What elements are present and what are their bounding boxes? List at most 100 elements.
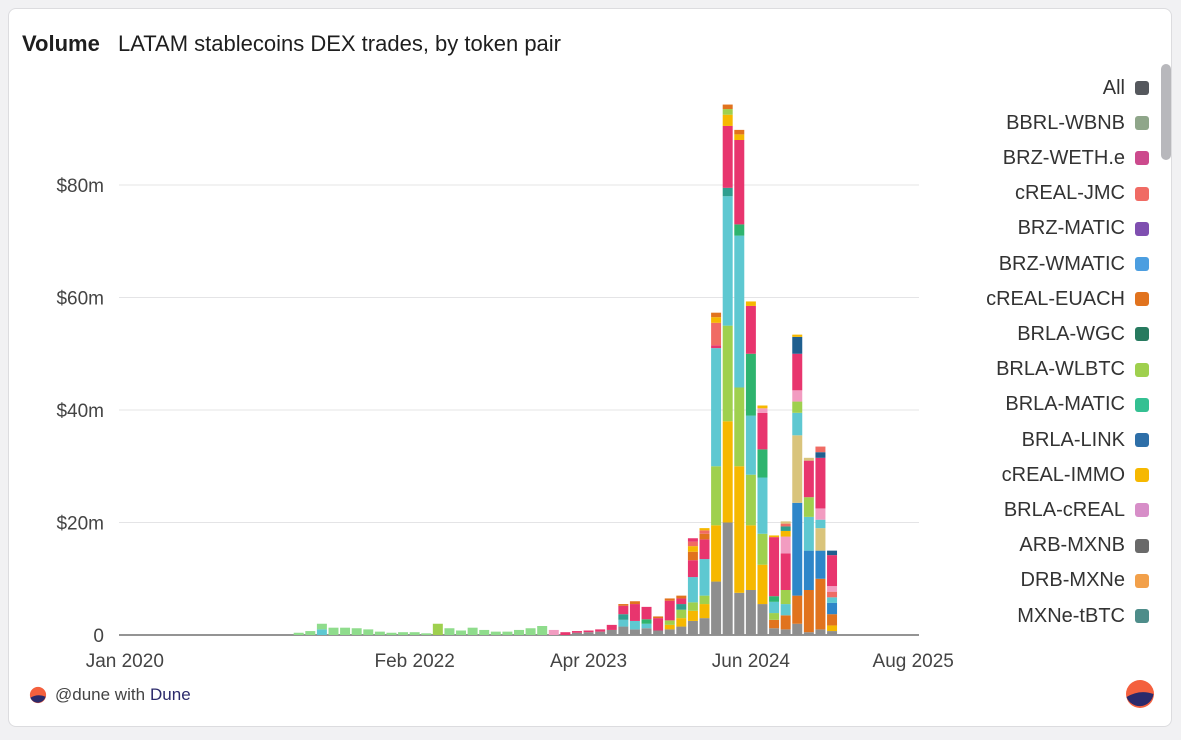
bar-segment[interactable] bbox=[560, 632, 571, 635]
bar-segment[interactable] bbox=[629, 620, 640, 630]
legend-item[interactable]: All bbox=[1103, 75, 1149, 101]
bar-segment[interactable] bbox=[421, 633, 432, 635]
bar-segment[interactable] bbox=[769, 628, 780, 635]
bar-segment[interactable] bbox=[769, 537, 780, 597]
bar-segment[interactable] bbox=[757, 449, 768, 478]
bar-segment[interactable] bbox=[734, 387, 745, 467]
bar-segment[interactable] bbox=[780, 530, 791, 537]
bar-segment[interactable] bbox=[815, 519, 826, 529]
bar-segment[interactable] bbox=[676, 618, 687, 627]
bar-segment[interactable] bbox=[653, 616, 664, 619]
bar-segment[interactable] bbox=[687, 560, 698, 578]
bar-segment[interactable] bbox=[571, 632, 582, 635]
bar-segment[interactable] bbox=[374, 631, 385, 636]
bar-segment[interactable] bbox=[409, 632, 420, 635]
bar-segment[interactable] bbox=[699, 604, 710, 619]
bar-segment[interactable] bbox=[641, 623, 652, 629]
bar-segment[interactable] bbox=[583, 632, 594, 635]
bar-segment[interactable] bbox=[340, 627, 351, 635]
bar-segment[interactable] bbox=[606, 629, 617, 635]
legend-item[interactable]: BRLA-WGC bbox=[1017, 321, 1149, 347]
legend-item[interactable]: BRLA-LINK bbox=[1022, 427, 1149, 453]
bar-segment[interactable] bbox=[687, 610, 698, 621]
bar-segment[interactable] bbox=[711, 466, 722, 526]
bar-segment[interactable] bbox=[792, 336, 803, 354]
bar-segment[interactable] bbox=[815, 550, 826, 579]
bar-segment[interactable] bbox=[803, 460, 814, 498]
bar-segment[interactable] bbox=[502, 631, 513, 636]
bar-segment[interactable] bbox=[722, 187, 733, 197]
bar-segment[interactable] bbox=[803, 497, 814, 517]
bar-segment[interactable] bbox=[618, 626, 629, 635]
bar-segment[interactable] bbox=[676, 598, 687, 605]
bar-segment[interactable] bbox=[734, 224, 745, 236]
bar-segment[interactable] bbox=[618, 604, 629, 606]
bar-segment[interactable] bbox=[328, 627, 339, 635]
bar-segment[interactable] bbox=[827, 555, 838, 587]
legend-item[interactable]: BRZ-WMATIC bbox=[999, 251, 1149, 277]
bar-segment[interactable] bbox=[745, 474, 756, 526]
bar-segment[interactable] bbox=[803, 632, 814, 635]
bar-segment[interactable] bbox=[734, 235, 745, 388]
bar-segment[interactable] bbox=[618, 614, 629, 620]
bar-segment[interactable] bbox=[803, 590, 814, 633]
bar-segment[interactable] bbox=[711, 581, 722, 635]
bar-segment[interactable] bbox=[769, 613, 780, 620]
bar-segment[interactable] bbox=[583, 630, 594, 633]
bar-segment[interactable] bbox=[745, 305, 756, 354]
bar-segment[interactable] bbox=[664, 629, 675, 636]
bar-segment[interactable] bbox=[537, 626, 548, 635]
bar-segment[interactable] bbox=[745, 301, 756, 306]
bar-segment[interactable] bbox=[687, 577, 698, 603]
bar-segment[interactable] bbox=[769, 535, 780, 538]
bar-segment[interactable] bbox=[757, 408, 768, 413]
bar-segment[interactable] bbox=[827, 586, 838, 592]
bar-segment[interactable] bbox=[815, 508, 826, 520]
bar-segment[interactable] bbox=[548, 629, 559, 635]
legend-item[interactable]: cREAL-IMMO bbox=[1002, 462, 1149, 488]
bar-segment[interactable] bbox=[676, 626, 687, 635]
bar-segment[interactable] bbox=[722, 114, 733, 126]
bar-segment[interactable] bbox=[827, 597, 838, 603]
bar-segment[interactable] bbox=[699, 528, 710, 531]
bar-segment[interactable] bbox=[780, 604, 791, 616]
bar-segment[interactable] bbox=[467, 627, 478, 635]
bar-segment[interactable] bbox=[363, 629, 374, 636]
bar-segment[interactable] bbox=[676, 604, 687, 610]
bar-segment[interactable] bbox=[815, 528, 826, 551]
legend-item[interactable]: cREAL-JMC bbox=[1015, 181, 1149, 207]
legend-item[interactable]: BRLA-cREAL bbox=[1004, 497, 1149, 523]
bar-segment[interactable] bbox=[699, 618, 710, 636]
legend-item[interactable]: MXNe-tBTC bbox=[1017, 603, 1149, 629]
bar-segment[interactable] bbox=[827, 625, 838, 632]
legend-item[interactable]: BRLA-MATIC bbox=[1005, 392, 1149, 418]
bar-segment[interactable] bbox=[722, 421, 733, 523]
bar-segment[interactable] bbox=[780, 615, 791, 630]
bar-segment[interactable] bbox=[641, 606, 652, 620]
bar-segment[interactable] bbox=[606, 624, 617, 630]
bar-segment[interactable] bbox=[757, 412, 768, 450]
bar-segment[interactable] bbox=[629, 629, 640, 636]
bar-segment[interactable] bbox=[664, 600, 675, 621]
bar-segment[interactable] bbox=[803, 516, 814, 551]
bar-segment[interactable] bbox=[676, 609, 687, 619]
bar-segment[interactable] bbox=[629, 601, 640, 605]
bar-segment[interactable] bbox=[745, 590, 756, 635]
bar-segment[interactable] bbox=[316, 623, 327, 630]
bar-segment[interactable] bbox=[641, 628, 652, 635]
bar-segment[interactable] bbox=[792, 435, 803, 503]
bar-segment[interactable] bbox=[711, 322, 722, 346]
bar-segment[interactable] bbox=[827, 631, 838, 635]
bar-segment[interactable] bbox=[722, 196, 733, 326]
bar-segment[interactable] bbox=[792, 401, 803, 413]
bar-segment[interactable] bbox=[687, 541, 698, 547]
bar-segment[interactable] bbox=[792, 595, 803, 624]
bar-segment[interactable] bbox=[711, 317, 722, 323]
bar-segment[interactable] bbox=[792, 390, 803, 402]
bar-segment[interactable] bbox=[641, 619, 652, 624]
bar-segment[interactable] bbox=[444, 628, 455, 635]
bar-segment[interactable] bbox=[792, 353, 803, 391]
bar-segment[interactable] bbox=[432, 623, 443, 635]
bar-segment[interactable] bbox=[780, 523, 791, 527]
bar-segment[interactable] bbox=[664, 624, 675, 630]
